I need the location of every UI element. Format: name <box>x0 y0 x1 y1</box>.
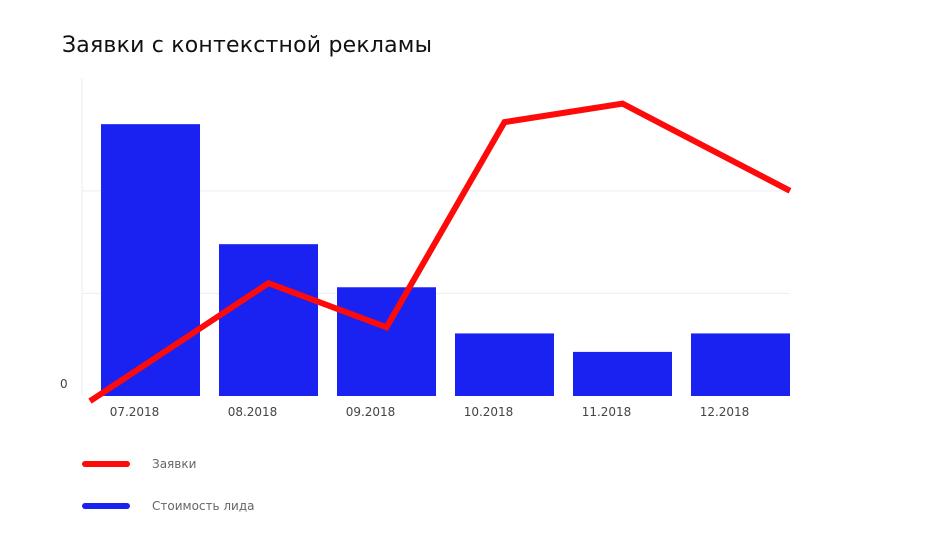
bar-09.2018 <box>337 287 436 396</box>
bar-07.2018 <box>101 124 200 397</box>
line-series <box>88 100 792 404</box>
bar-12.2018 <box>691 333 790 396</box>
x-tick-label: 11.2018 <box>582 405 632 419</box>
legend-label-bar: Стоимость лида <box>152 499 255 513</box>
y-axis-ticks: 0 <box>60 377 68 391</box>
legend-swatch-bar <box>82 503 130 509</box>
bar-08.2018 <box>219 244 318 396</box>
bar-series <box>101 124 790 397</box>
y-tick-label: 0 <box>60 377 68 391</box>
x-axis-ticks: 07.2018 08.2018 09.2018 10.2018 11.2018 12.20… <box>110 405 750 419</box>
x-tick-label: 12.2018 <box>700 405 750 419</box>
line-zayavki <box>88 100 792 404</box>
bar-10.2018 <box>455 333 554 396</box>
x-tick-label: 10.2018 <box>464 405 514 419</box>
bar-11.2018 <box>573 351 672 396</box>
legend-swatch-line <box>82 461 130 467</box>
legend-label-line: Заявки <box>152 457 197 471</box>
x-tick-label: 09.2018 <box>346 405 396 419</box>
legend-item-line: Заявки <box>82 454 196 474</box>
chart-title: Заявки с контекстной рекламы <box>62 33 433 58</box>
x-tick-label: 07.2018 <box>110 405 160 419</box>
legend-item-bar: Стоимость лида <box>82 496 255 516</box>
x-tick-label: 08.2018 <box>228 405 278 419</box>
